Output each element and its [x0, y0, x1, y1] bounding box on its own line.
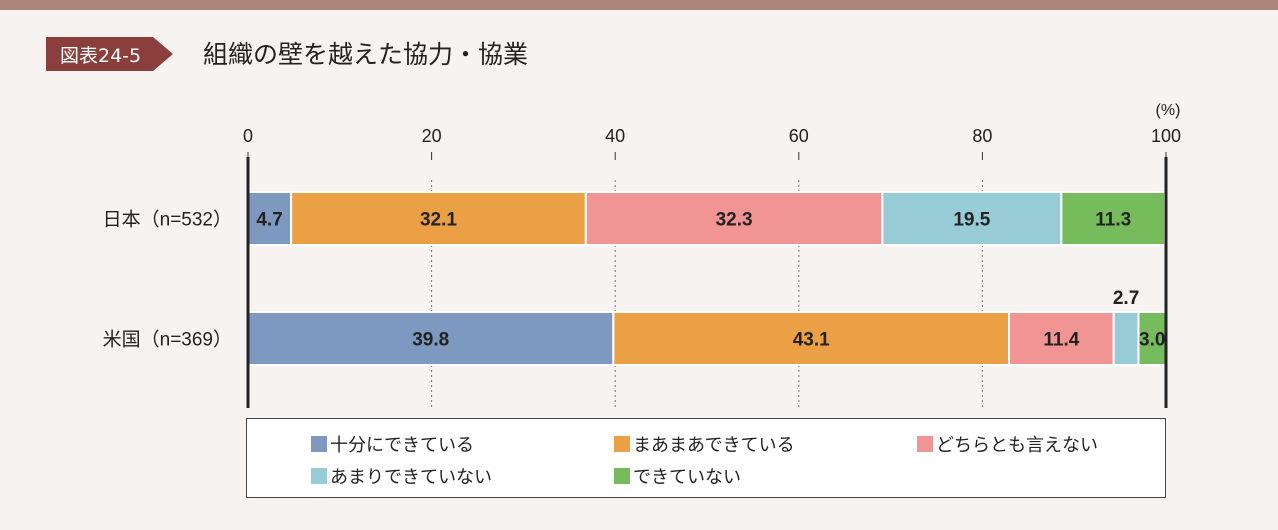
bar-segment: [247, 311, 615, 366]
data-label: 43.1: [793, 330, 830, 351]
chart-legend: 十分にできている まあまあできている どちらとも言えないあまりできていない できていな…: [246, 418, 1166, 498]
data-label: 39.8: [412, 330, 449, 351]
category-label: 日本（n=532）: [103, 209, 232, 231]
bar-segment: [290, 191, 587, 246]
x-tick-label: 0: [243, 126, 253, 146]
data-label: 4.7: [256, 210, 282, 231]
unit-label: (%): [1156, 102, 1181, 119]
data-label: 11.4: [1043, 330, 1079, 351]
legend-swatch: [311, 436, 327, 452]
top-accent-bar: [0, 0, 1278, 10]
figure-badge: 図表24-5: [46, 37, 174, 71]
legend-item: できていない: [614, 463, 741, 489]
legend-swatch: [917, 436, 933, 452]
bar-segment: [612, 311, 1011, 366]
bar-segment: [1137, 311, 1167, 366]
figure-label: 図表24-5: [46, 37, 154, 71]
x-tick-label: 40: [605, 126, 625, 146]
legend-swatch: [614, 468, 630, 484]
data-label: 2.7: [1113, 288, 1139, 309]
x-tick-label: 20: [422, 126, 442, 146]
legend-item: 十分にできている: [311, 431, 474, 457]
legend-label: 十分にできている: [330, 435, 474, 456]
bar-segment: [881, 191, 1063, 246]
category-label: 米国（n=369）: [103, 329, 232, 351]
data-label: 3.0: [1139, 330, 1165, 351]
legend-item: どちらとも言えない: [917, 431, 1098, 457]
legend-label: あまりできていない: [330, 467, 492, 488]
x-tick-label: 80: [972, 126, 992, 146]
legend-swatch: [311, 468, 327, 484]
data-label: 32.1: [420, 210, 457, 231]
legend-label: どちらとも言えない: [936, 435, 1098, 456]
bar-segment: [584, 191, 884, 246]
data-label: 32.3: [716, 210, 753, 231]
badge-arrow: [153, 37, 174, 71]
legend-label: できていない: [633, 467, 741, 488]
legend-swatch: [614, 436, 630, 452]
legend-label: まあまあできている: [633, 435, 795, 456]
data-label: 19.5: [953, 210, 990, 231]
legend-item: まあまあできている: [614, 431, 795, 457]
x-tick-label: 100: [1151, 126, 1181, 146]
data-label: 11.3: [1095, 210, 1131, 231]
x-tick-label: 60: [789, 126, 809, 146]
legend-item: あまりできていない: [311, 463, 492, 489]
bar-segment: [1060, 191, 1167, 246]
chart-title: 組織の壁を越えた協力・協業: [203, 40, 529, 69]
bar-segment: [1112, 311, 1140, 366]
